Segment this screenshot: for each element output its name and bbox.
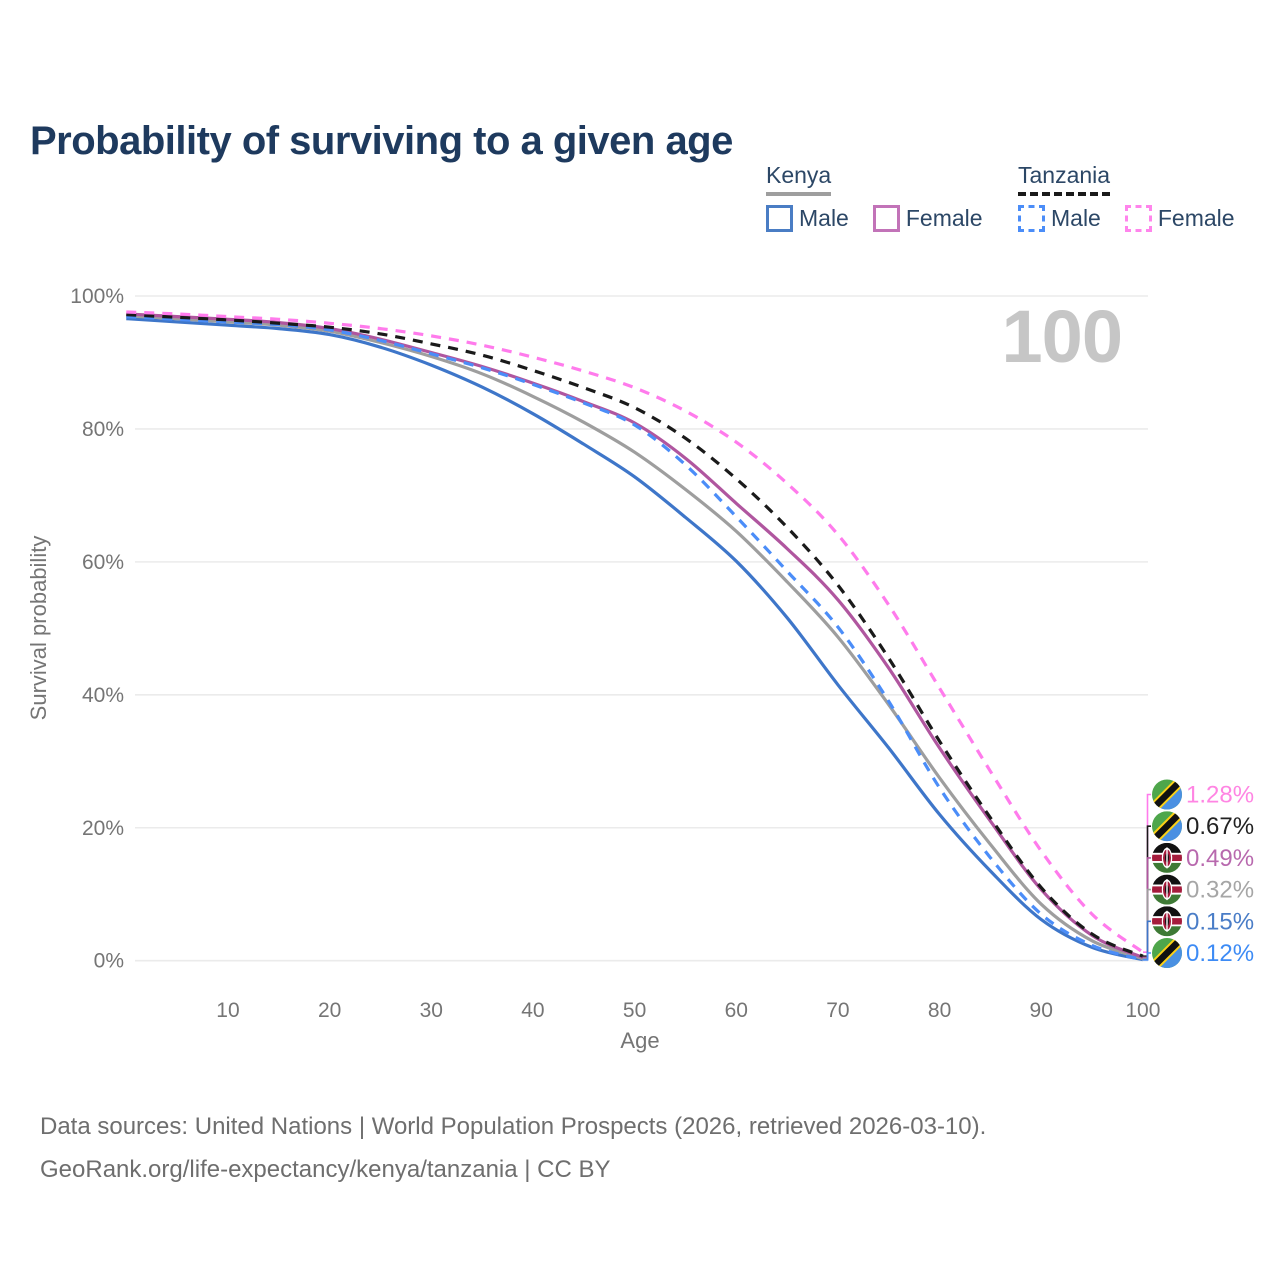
footer-note: Data sources: United Nations | World Pop… xyxy=(40,1105,986,1191)
tanzania-flag-icon xyxy=(1152,779,1182,810)
legend-group-tanzania: Tanzania Male Female xyxy=(1018,162,1235,232)
end-label-kenya-male: 0.15% xyxy=(1186,908,1254,935)
age-watermark: 100 xyxy=(1002,295,1122,378)
legend-title-tanzania[interactable]: Tanzania xyxy=(1018,162,1111,196)
curve-kenya-male[interactable] xyxy=(126,317,1144,962)
end-label-tanzania-female: 1.28% xyxy=(1186,782,1254,809)
kenya-flag-icon xyxy=(1152,842,1182,873)
x-tick-label: 90 xyxy=(1030,999,1053,1022)
legend-group-kenya: Kenya Male Female xyxy=(766,162,983,232)
y-tick-label: 40% xyxy=(82,684,124,707)
x-tick-label: 80 xyxy=(928,999,951,1022)
x-tick-label: 30 xyxy=(420,999,443,1022)
legend-label: Male xyxy=(799,205,849,231)
kenya-female-swatch-icon xyxy=(872,205,900,232)
tanzania-flag-icon xyxy=(1152,811,1182,842)
end-label-tanzania-male: 0.12% xyxy=(1186,940,1254,967)
survival-chart: 0% 20% 40% 60% 80% 100% 10 20 30 40 50 60 70 80 90 100 A… xyxy=(26,285,1254,1053)
x-tick-label: 100 xyxy=(1125,999,1160,1022)
curve-kenya-both[interactable] xyxy=(126,314,1144,961)
legend-item-kenya-female[interactable]: Female xyxy=(872,205,983,232)
curve-kenya-female[interactable] xyxy=(126,312,1144,959)
end-label-connector xyxy=(1143,952,1151,961)
x-axis-title: Age xyxy=(620,1028,659,1053)
legend-label: Female xyxy=(905,205,983,231)
x-tick-label: 50 xyxy=(623,999,646,1022)
tanzania-flag-icon xyxy=(1152,938,1182,968)
kenya-flag-icon xyxy=(1152,906,1182,937)
kenya-flag-icon xyxy=(1152,874,1182,905)
legend-item-tanzania-male[interactable]: Male xyxy=(1018,205,1101,232)
legend-label: Male xyxy=(1051,205,1101,231)
legend-items-tanzania: Male Female xyxy=(1018,205,1235,232)
legend-item-kenya-male[interactable]: Male xyxy=(766,205,849,232)
attribution-line: GeoRank.org/life-expectancy/kenya/tanzan… xyxy=(40,1156,611,1183)
legend-label: Female xyxy=(1157,205,1235,231)
x-tick-label: 40 xyxy=(521,999,544,1022)
x-tick-label: 10 xyxy=(216,999,239,1022)
y-tick-label: 20% xyxy=(82,817,124,840)
legend-item-tanzania-female[interactable]: Female xyxy=(1124,205,1235,232)
tanzania-female-swatch-icon xyxy=(1124,205,1152,232)
end-label-tanzania-both: 0.67% xyxy=(1186,813,1254,840)
legend-title-kenya[interactable]: Kenya xyxy=(766,162,832,196)
curve-tanzania-female[interactable] xyxy=(126,310,1144,954)
y-tick-label: 80% xyxy=(82,418,124,441)
tanzania-male-swatch-icon xyxy=(1018,205,1045,232)
curve-tanzania-both[interactable] xyxy=(126,313,1144,958)
y-tick-label: 60% xyxy=(82,551,124,574)
end-label-kenya-both: 0.32% xyxy=(1186,877,1254,904)
page-title: Probability of surviving to a given age xyxy=(30,118,733,163)
curve-tanzania-male[interactable] xyxy=(126,315,1144,962)
y-axis-title: Survival probability xyxy=(26,536,51,721)
data-sources-line: Data sources: United Nations | World Pop… xyxy=(40,1113,987,1140)
kenya-male-swatch-icon xyxy=(766,205,793,232)
end-label-kenya-female: 0.49% xyxy=(1186,845,1254,872)
x-tick-label: 20 xyxy=(318,999,341,1022)
x-tick-label: 60 xyxy=(725,999,748,1022)
legend-items-kenya: Male Female xyxy=(766,205,983,232)
y-tick-label: 100% xyxy=(70,285,124,308)
x-tick-label: 70 xyxy=(826,999,849,1022)
y-tick-label: 0% xyxy=(94,950,124,973)
